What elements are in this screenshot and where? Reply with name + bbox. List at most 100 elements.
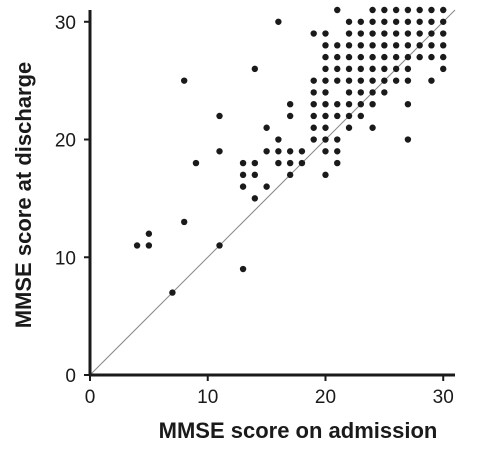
data-point [357,112,365,120]
data-point [145,242,153,249]
data-point [286,100,294,108]
data-point [334,159,341,167]
data-point [440,18,447,25]
data-point [216,242,223,249]
data-point [381,6,388,14]
data-point [357,100,365,108]
data-point [334,77,341,84]
data-point [251,65,259,73]
x-tick-label: 0 [85,387,96,408]
data-point [404,77,412,84]
data-point [216,148,223,155]
data-point [357,53,365,61]
data-point [251,195,259,202]
data-point [286,112,294,120]
data-point [416,42,423,49]
data-point [322,148,329,155]
data-point [357,65,365,73]
data-point [381,18,388,25]
data-point [322,112,329,120]
data-point [298,148,306,155]
data-point [369,65,376,73]
data-point [369,6,376,14]
data-point [392,6,400,14]
data-point [357,30,365,37]
data-point [392,30,400,37]
data-point [310,124,317,131]
data-point [322,100,329,108]
data-point [286,159,294,167]
data-point [381,53,388,61]
y-tick-label: 20 [55,131,76,152]
data-point [404,42,412,49]
x-tick-label: 30 [433,387,454,408]
data-point [392,42,400,49]
data-point [286,148,294,155]
data-point [251,171,259,179]
data-point [334,42,341,49]
data-point [428,77,435,84]
x-axis-title: MMSE score on admission [159,418,438,443]
data-point [369,18,376,25]
data-point [263,148,270,155]
data-point [357,18,365,25]
data-point [381,30,388,37]
data-point [428,42,435,49]
data-point [263,183,270,190]
data-point [251,159,259,167]
data-point [392,77,400,84]
data-point [345,18,353,25]
data-point [310,112,317,120]
data-point [404,18,412,25]
data-point [369,30,376,37]
data-point [275,18,282,25]
data-point [239,183,247,190]
data-point [133,242,141,249]
data-point [322,42,329,49]
data-point [334,136,341,143]
data-point [345,89,353,96]
data-point [345,42,353,49]
data-point [440,30,447,37]
data-point [392,65,400,73]
data-point [334,6,341,14]
data-point [369,77,376,84]
data-point [404,100,412,108]
y-axis-title: MMSE score at discharge [11,62,36,329]
data-point [216,112,223,120]
data-point [239,171,247,179]
x-tick-label: 20 [315,387,336,408]
data-point [345,124,353,131]
data-point [392,53,400,61]
data-point [298,159,306,167]
data-point [357,77,365,84]
data-point [404,30,412,37]
data-point [180,218,188,226]
data-point [369,89,376,96]
data-point [345,112,353,120]
data-point [286,171,294,179]
data-point [404,6,412,14]
data-point [239,265,247,273]
y-tick-label: 30 [55,13,76,34]
data-point [180,77,188,84]
data-point [369,124,376,131]
data-point [275,136,282,143]
data-point [440,42,447,49]
x-axis-ticks: 0 10 20 30 [85,375,454,408]
data-point [381,89,388,96]
data-point [404,136,412,143]
data-point [428,6,435,14]
data-point [381,65,388,73]
data-point [369,100,376,108]
data-point [334,112,341,120]
data-point [416,30,423,37]
data-points [133,6,447,296]
data-point [275,159,282,167]
data-point [404,65,412,73]
data-point [440,6,447,14]
data-point [322,136,329,143]
data-point [369,42,376,49]
data-point [381,77,388,84]
